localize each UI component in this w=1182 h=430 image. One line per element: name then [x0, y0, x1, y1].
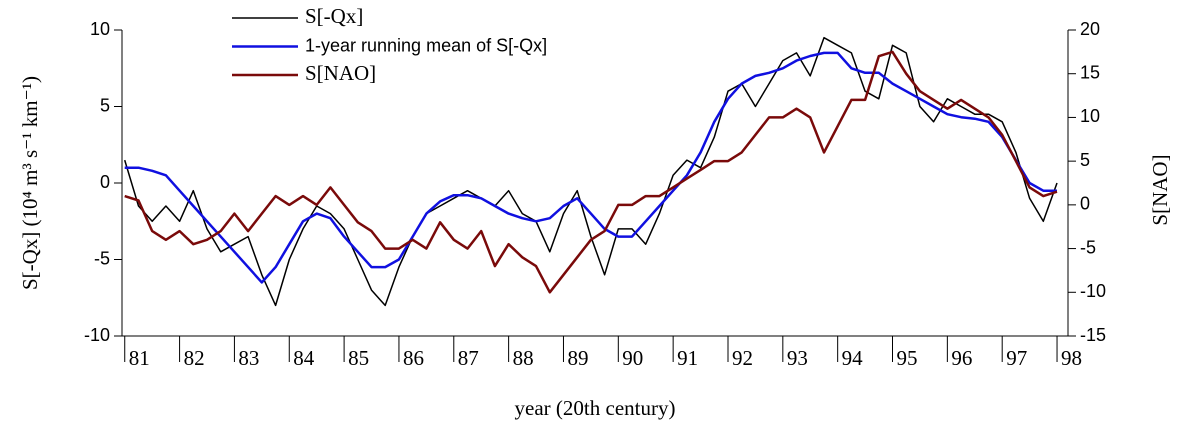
x-axis-title: year (20th century) [515, 396, 676, 420]
series-line [123, 36, 1058, 307]
y-tick-label: 0 [100, 172, 110, 192]
x-tick-label: 81 [129, 346, 150, 370]
x-tick-label: 86 [403, 346, 424, 370]
x-tick-label: 91 [677, 346, 698, 370]
y2-tick-label: 15 [1080, 62, 1100, 82]
x-tick-label: 93 [787, 346, 808, 370]
x-tick-label: 97 [1006, 346, 1027, 370]
x-tick-label: 98 [1061, 346, 1082, 370]
x-tick-label: 84 [293, 346, 315, 370]
y-tick-label: 5 [100, 95, 110, 115]
x-tick-label: 88 [513, 346, 534, 370]
x-tick-label: 85 [348, 346, 369, 370]
y2-tick-label: 20 [1080, 19, 1100, 39]
x-tick-label: 90 [622, 346, 643, 370]
x-tick-label: 92 [732, 346, 753, 370]
y2-tick-label: 0 [1080, 194, 1090, 214]
y-tick-label: -5 [94, 248, 110, 268]
y2-tick-label: -15 [1080, 325, 1106, 345]
x-tick-label: 95 [897, 346, 918, 370]
x-tick-label: 82 [184, 346, 205, 370]
y-tick-label: -10 [84, 325, 110, 345]
x-tick-label: 87 [458, 346, 479, 370]
legend-label: 1-year running mean of S[-Qx] [305, 35, 547, 55]
y2-tick-label: 5 [1080, 150, 1090, 170]
x-tick-label: 96 [951, 346, 972, 370]
legend-label: S[-Qx] [305, 4, 363, 28]
y2-tick-label: -5 [1080, 237, 1096, 257]
legend-label: S[NAO] [305, 61, 376, 85]
series-line [124, 50, 1058, 294]
y2-tick-label: -10 [1080, 281, 1106, 301]
x-tick-label: 94 [842, 346, 864, 370]
y-axis-title: S[-Qx] (10⁴ m³ s⁻¹ km⁻¹) [18, 76, 42, 290]
y-tick-label: 10 [90, 19, 110, 39]
series-line [124, 51, 1057, 284]
y2-tick-label: 10 [1080, 106, 1100, 126]
x-tick-label: 89 [567, 346, 588, 370]
x-tick-label: 83 [238, 346, 259, 370]
y2-axis-title: S[NAO] [1148, 154, 1172, 225]
